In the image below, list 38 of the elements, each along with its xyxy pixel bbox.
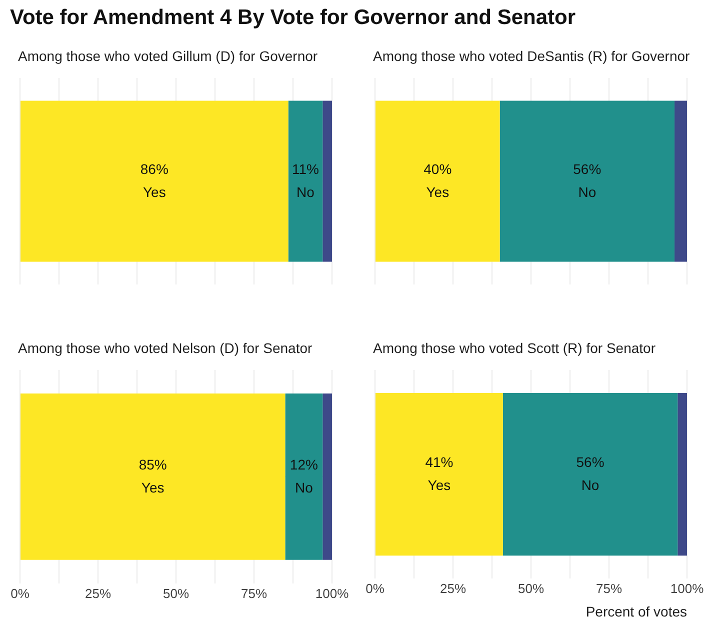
bar [502, 392, 678, 556]
data-label: 40% [424, 161, 452, 178]
chart-title: Vote for Amendment 4 By Vote for Governor and Senator [10, 6, 576, 30]
bar [285, 393, 323, 560]
chart-subtitle: Among those who voted Gillum (D) for Governor [18, 48, 319, 66]
data-label: 86% [140, 161, 168, 178]
x-tick-label: 50% [518, 580, 544, 596]
series-label: No [294, 480, 314, 496]
series-label: No [296, 184, 315, 200]
series-label: Yes [428, 477, 451, 494]
chart-title: Among those who voted Nelson (D) for Senator [18, 340, 314, 358]
x-tick-label: 100% [315, 586, 350, 601]
x-axis-title: Percent of votes [586, 603, 687, 620]
series-label: No [578, 184, 596, 200]
bar [678, 392, 687, 556]
x-tick-label: 75% [596, 580, 622, 596]
x-tick-label: 25% [84, 586, 112, 601]
data-label: 41% [425, 454, 454, 470]
data-label: 56% [573, 161, 602, 178]
x-tick-label: 0% [366, 580, 385, 596]
x-tick-label: 25% [440, 580, 466, 596]
x-tick-label: 75% [240, 586, 268, 601]
bar [322, 393, 332, 560]
data-label: 12% [290, 456, 318, 473]
chart-title: Among those who voted Scott (R) for Senator [373, 340, 656, 358]
series-label: Yes [141, 480, 164, 496]
x-tick-label: 0% [10, 586, 30, 601]
bar [376, 392, 503, 556]
series-label: Yes [142, 184, 166, 200]
x-tick-label: 50% [162, 586, 190, 601]
bar [20, 393, 286, 560]
chart-title: Among those who voted DeSantis (R) for Governor [373, 48, 691, 66]
x-tick-label: 100% [670, 580, 704, 596]
data-label: 85% [138, 456, 167, 473]
data-label: 11% [292, 161, 319, 178]
series-label: No [581, 477, 600, 494]
data-label: 56% [576, 454, 604, 470]
series-label: Yes [426, 184, 450, 200]
